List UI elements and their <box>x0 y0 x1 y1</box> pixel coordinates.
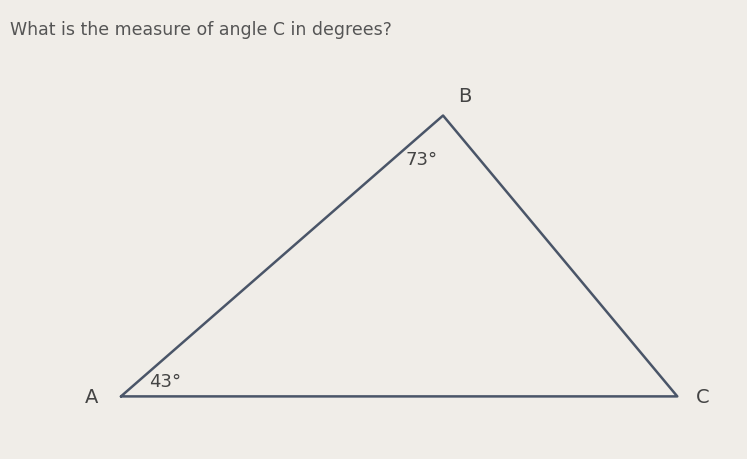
Text: What is the measure of angle C in degrees?: What is the measure of angle C in degree… <box>10 21 391 39</box>
Text: 73°: 73° <box>405 151 437 168</box>
Text: B: B <box>459 87 471 106</box>
Text: 43°: 43° <box>149 372 181 390</box>
Text: A: A <box>85 387 99 406</box>
Text: C: C <box>696 387 710 406</box>
